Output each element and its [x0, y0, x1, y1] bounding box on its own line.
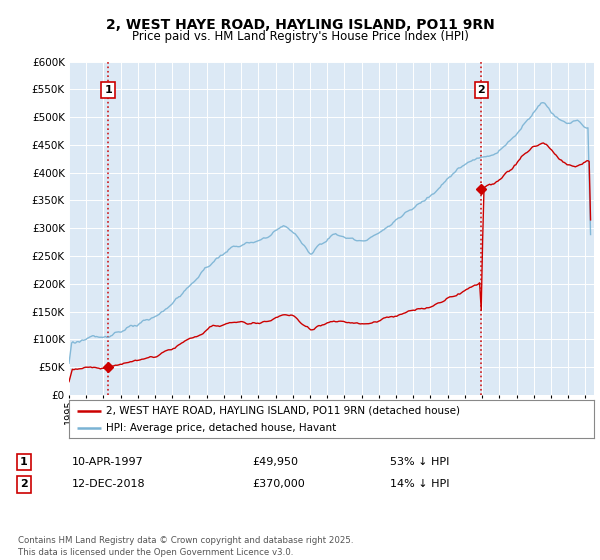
Text: Contains HM Land Registry data © Crown copyright and database right 2025.
This d: Contains HM Land Registry data © Crown c…	[18, 536, 353, 557]
Text: 2, WEST HAYE ROAD, HAYLING ISLAND, PO11 9RN: 2, WEST HAYE ROAD, HAYLING ISLAND, PO11 …	[106, 18, 494, 32]
Text: 14% ↓ HPI: 14% ↓ HPI	[390, 479, 449, 489]
Text: 2: 2	[478, 85, 485, 95]
Text: 53% ↓ HPI: 53% ↓ HPI	[390, 457, 449, 467]
Text: £370,000: £370,000	[252, 479, 305, 489]
Text: 1: 1	[104, 85, 112, 95]
Text: 10-APR-1997: 10-APR-1997	[72, 457, 144, 467]
Text: 2: 2	[20, 479, 28, 489]
Text: £49,950: £49,950	[252, 457, 298, 467]
Text: HPI: Average price, detached house, Havant: HPI: Average price, detached house, Hava…	[106, 423, 336, 433]
Text: 2, WEST HAYE ROAD, HAYLING ISLAND, PO11 9RN (detached house): 2, WEST HAYE ROAD, HAYLING ISLAND, PO11 …	[106, 405, 460, 416]
Text: Price paid vs. HM Land Registry's House Price Index (HPI): Price paid vs. HM Land Registry's House …	[131, 30, 469, 43]
Text: 1: 1	[20, 457, 28, 467]
Text: 12-DEC-2018: 12-DEC-2018	[72, 479, 146, 489]
